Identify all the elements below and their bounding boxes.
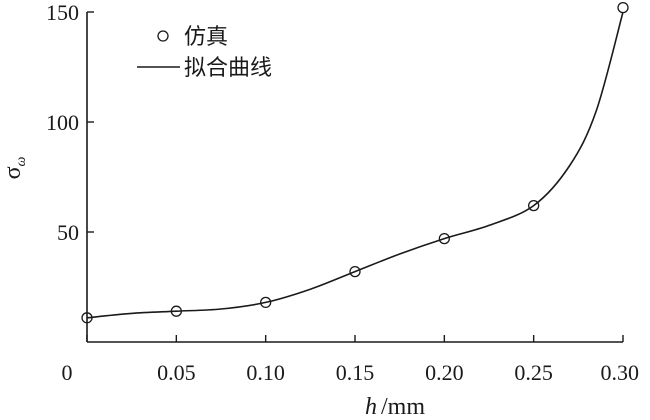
legend-marker-simulation [157,30,169,42]
x-tick-label: 0.10 [246,360,285,385]
x-axis-label: h/mm [365,394,425,420]
simulation-point [617,1,629,14]
simulation-point [528,199,540,212]
x-tick-label: 0.15 [336,360,375,385]
y-axis-subscript: ω [14,156,29,166]
x-axis-unit: /mm [381,394,425,420]
y-tick-label: 150 [46,0,79,25]
legend-label-fit: 拟合曲线 [184,56,272,81]
simulation-point [81,312,93,324]
simulation-point [260,296,272,309]
y-tick-label: 50 [57,220,79,245]
y-axis-variable: σ [0,166,26,179]
fitted-curve-line [86,11,624,319]
x-tick-label: 0.25 [514,360,553,385]
x-tick-label: 0.05 [157,360,196,385]
y-tick-label: 100 [46,110,79,135]
x-tick-label: 0.20 [425,360,464,385]
simulation-point [170,305,182,317]
simulation-point [438,232,450,245]
x-tick-label: 0.30 [601,360,640,385]
simulation-point [349,265,361,278]
x-axis-variable: h [365,394,377,420]
y-axis-label: σω [0,156,29,179]
x-tick-label: 0 [62,360,73,385]
legend-label-simulation: 仿真 [184,25,228,50]
